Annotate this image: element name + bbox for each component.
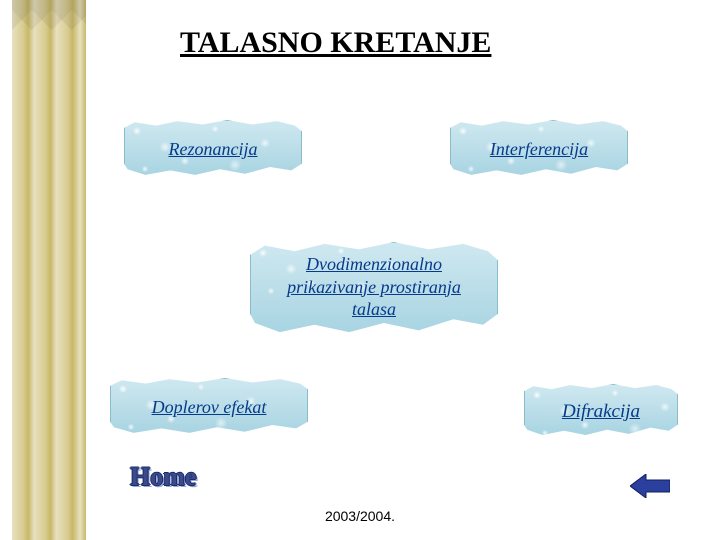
dvo-line3: talasa	[352, 299, 396, 319]
dvodimenzionalno-button[interactable]: Dvodimenzionalno prikazivanje prostiranj…	[250, 242, 498, 334]
back-arrow-button[interactable]	[630, 474, 670, 498]
dvo-line1: Dvodimenzionalno	[306, 254, 442, 274]
interferencija-label: Interferencija	[490, 139, 588, 159]
dvo-line2: prikazivanje prostiranja	[287, 277, 461, 297]
difrakcija-button[interactable]: Difrakcija	[524, 384, 678, 436]
side-ribbon	[12, 0, 86, 540]
interferencija-button[interactable]: Interferencija	[450, 120, 628, 176]
page-title: TALASNO KRETANJE	[180, 26, 491, 60]
home-button[interactable]: Home	[130, 462, 196, 492]
footer-year: 2003/2004.	[0, 508, 720, 524]
arrow-left-icon	[630, 474, 670, 498]
rezonancija-button[interactable]: Rezonancija	[124, 120, 302, 176]
rezonancija-label: Rezonancija	[169, 139, 258, 159]
difrakcija-label: Difrakcija	[562, 401, 640, 422]
doplerov-button[interactable]: Doplerov efekat	[110, 378, 308, 434]
doplerov-label: Doplerov efekat	[152, 397, 267, 417]
